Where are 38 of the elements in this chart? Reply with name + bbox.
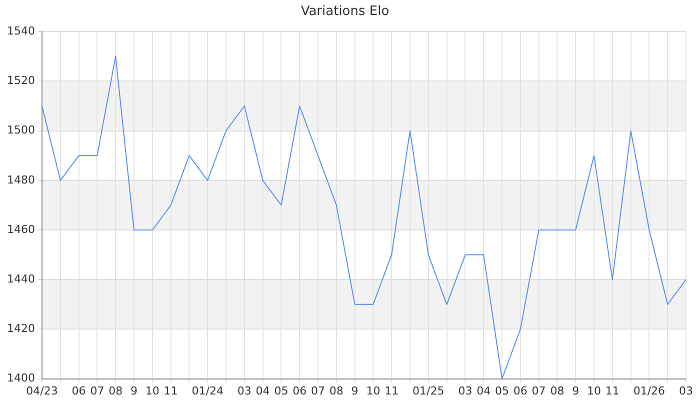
x-tick-label: 10 (587, 384, 601, 398)
x-tick-label: 01/26 (633, 384, 666, 398)
y-tick-label: 1400 (6, 372, 35, 385)
y-tick-label: 1540 (6, 24, 35, 38)
x-tick-label: 04/23 (26, 384, 58, 398)
x-tick-label: 11 (384, 384, 399, 398)
x-tick-label: 08 (550, 384, 564, 398)
y-tick-label: 1500 (6, 124, 35, 137)
x-tick-label: 01/25 (412, 384, 444, 398)
x-tick-label: 9 (351, 384, 358, 398)
x-tick-label: 05 (495, 384, 509, 398)
x-tick-label: 08 (108, 384, 123, 398)
x-tick-label: 06 (72, 384, 86, 398)
x-tick-label: 03 (458, 384, 472, 398)
x-tick-label: 06 (292, 384, 307, 398)
y-tick-label: 1480 (6, 173, 35, 186)
x-tick-label: 04 (256, 384, 270, 398)
x-tick-label: 03 (237, 384, 252, 398)
y-tick-label: 1440 (6, 272, 35, 286)
y-tick-label: 1420 (6, 322, 35, 336)
x-tick-label: 9 (572, 384, 580, 398)
y-tick-label: 1520 (6, 74, 35, 88)
x-tick-label: 11 (164, 384, 178, 398)
x-tick-label: 05 (274, 384, 288, 398)
x-tick-label: 10 (145, 384, 160, 398)
x-tick-label: 04 (476, 384, 491, 398)
x-tick-label: 06 (513, 384, 528, 398)
x-tick-label: 07 (90, 384, 104, 398)
x-tick-label: 10 (366, 384, 380, 398)
x-tick-label: 01/24 (192, 384, 224, 398)
chart-title: Variations Elo (300, 4, 390, 20)
x-tick-label: 08 (329, 384, 344, 398)
y-tick-label: 1460 (6, 222, 35, 236)
x-tick-label: 11 (605, 384, 620, 398)
x-tick-label: 03 (679, 384, 693, 398)
x-tick-label: 07 (532, 384, 546, 398)
x-tick-label: 07 (310, 384, 325, 398)
x-tick-label: 9 (130, 384, 138, 398)
